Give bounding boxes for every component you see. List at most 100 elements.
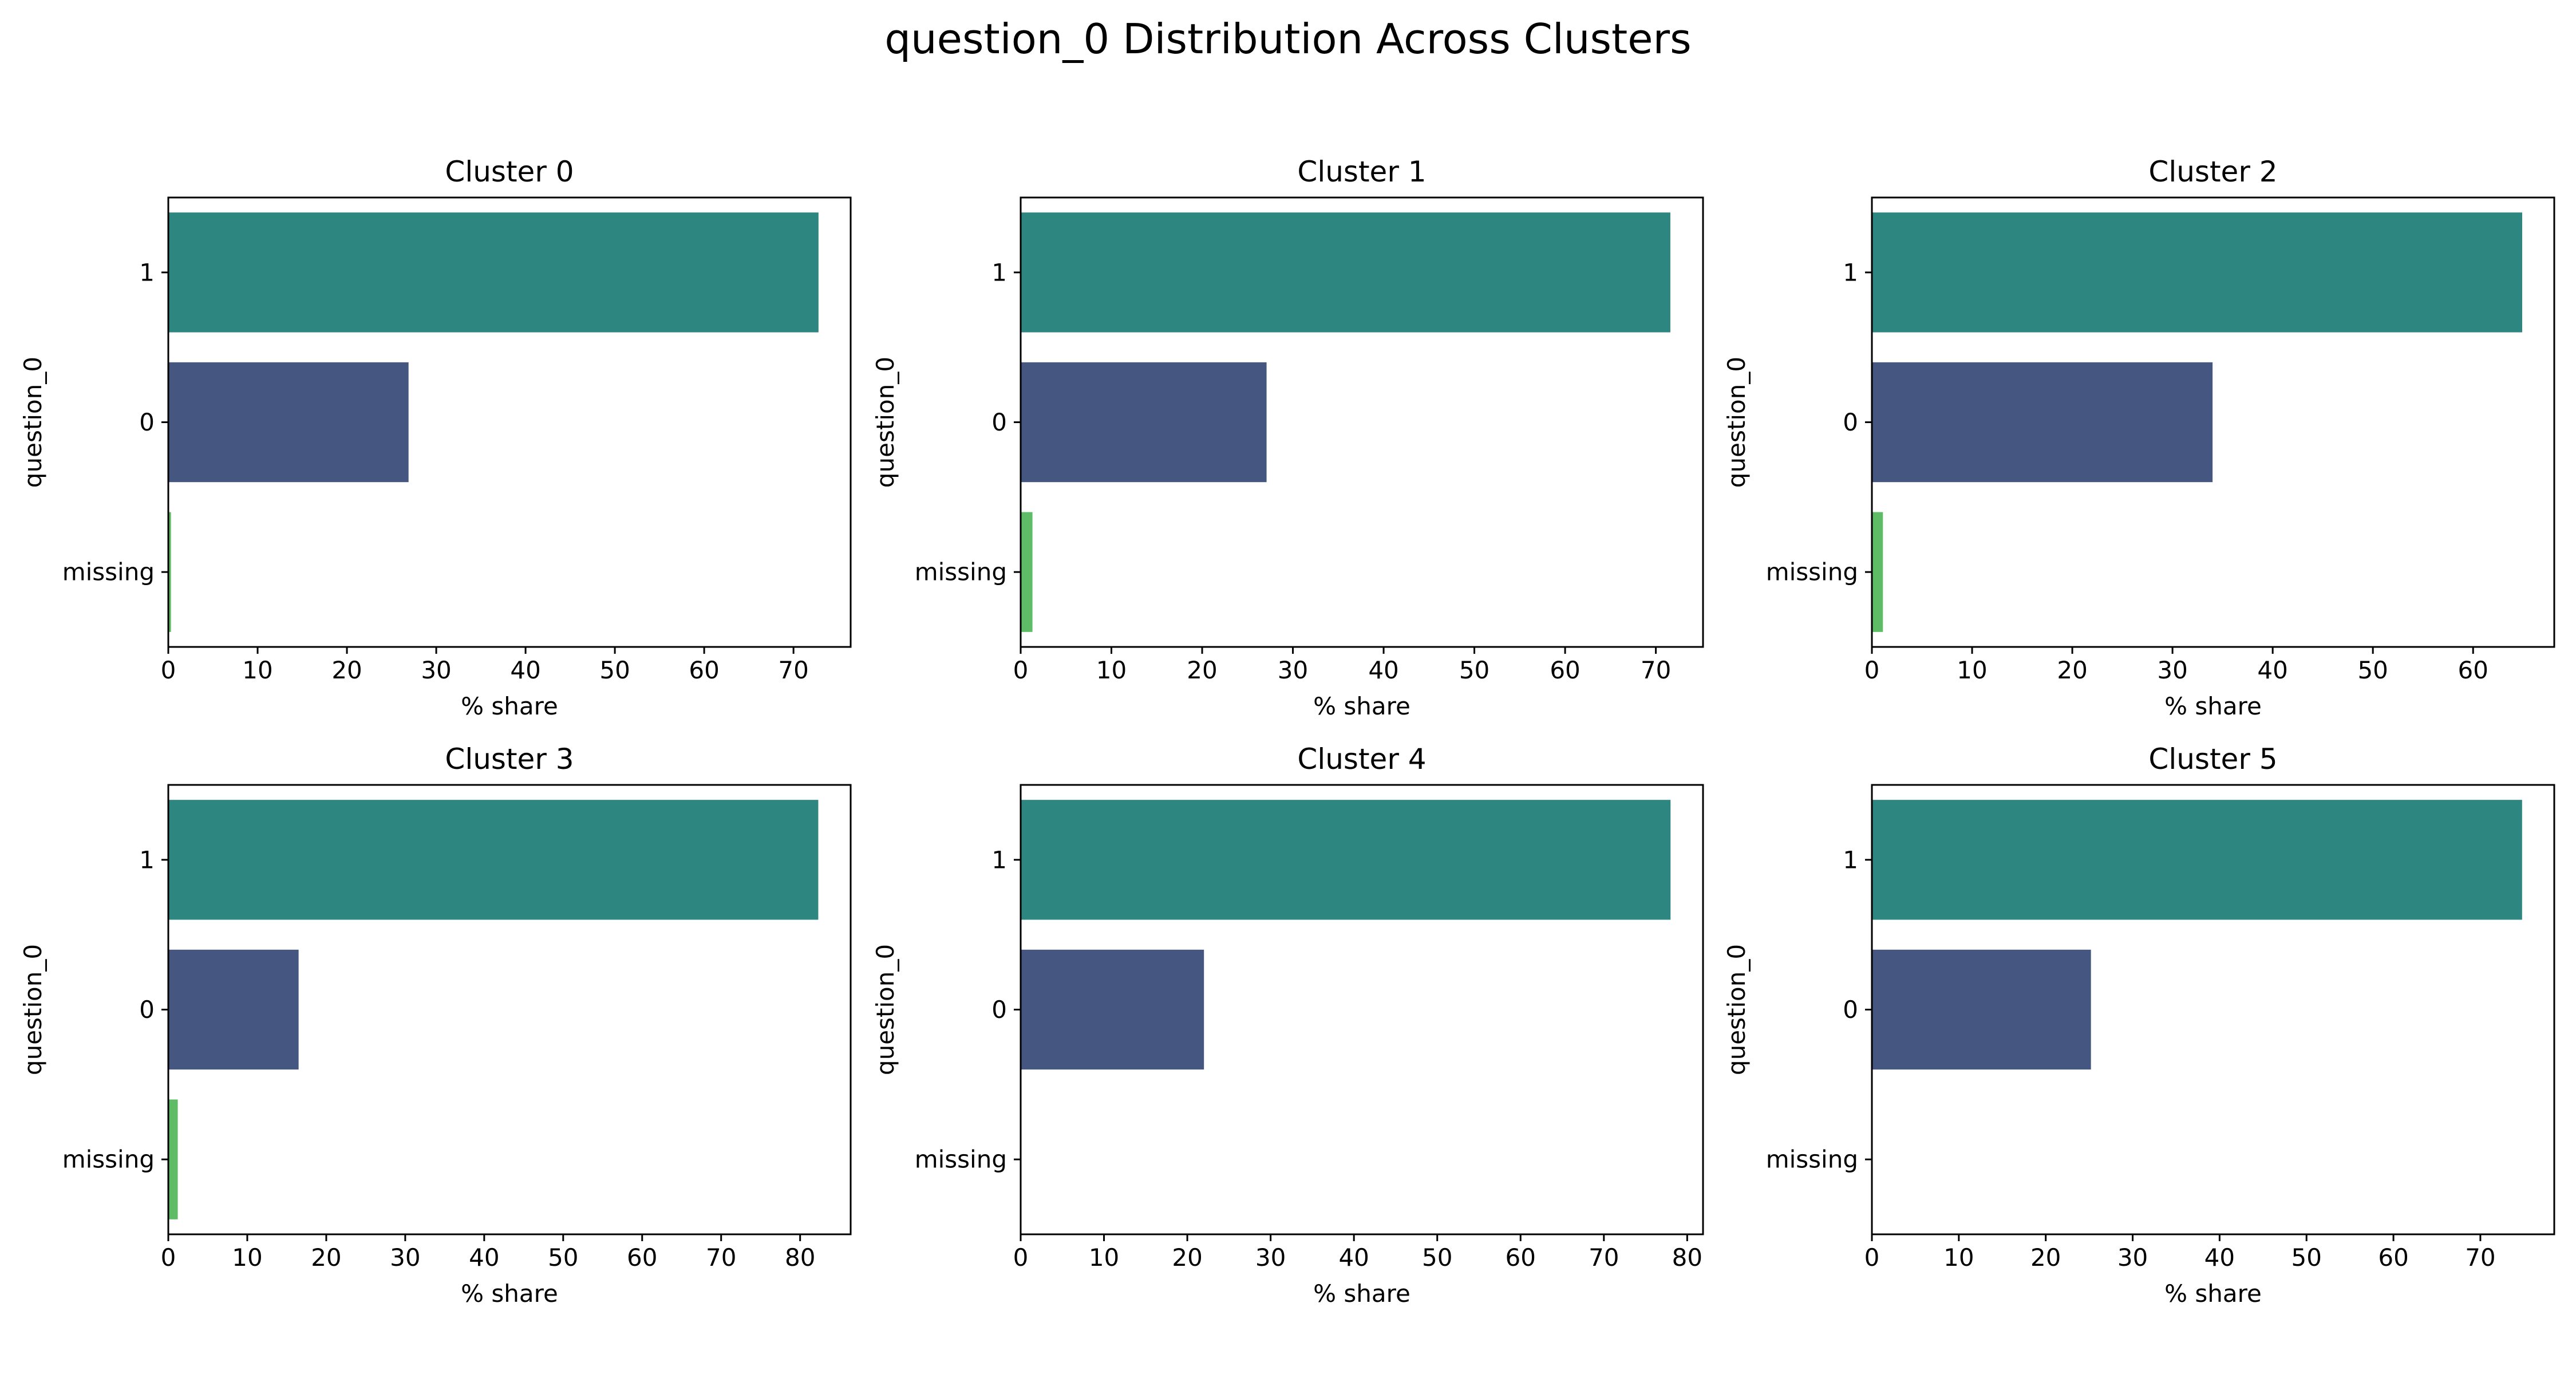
x-tick-label: 10 [1943,1243,1974,1272]
axes-frame [167,196,852,648]
x-tick-label: 50 [548,1243,578,1272]
x-tick-label: 80 [785,1243,815,1272]
x-tick-label: 30 [2157,656,2187,684]
y-axis-label: question_0 [1722,357,1751,488]
x-tick-label: 70 [2465,1243,2495,1272]
x-tick-label: 40 [2204,1243,2235,1272]
x-tick-label: 40 [1368,656,1398,684]
bar-0 [1021,949,1204,1070]
bar-1 [168,212,819,333]
bar-1 [1872,212,2522,333]
x-tick-label: 30 [421,656,451,684]
y-tick-label: 1 [1843,258,1858,286]
y-tick-label: 1 [991,258,1007,286]
x-tick-label: 60 [627,1243,657,1272]
y-axis-label: question_0 [871,357,899,488]
y-axis-label: question_0 [19,944,47,1075]
x-tick-label: 10 [242,656,272,684]
bar-0 [168,362,409,483]
y-tick-label: 0 [1843,408,1858,436]
x-tick-label: 20 [2057,656,2087,684]
axes-frame [1871,196,2555,648]
x-tick-label: 60 [1550,656,1580,684]
figure-title: question_0 Distribution Across Clusters [884,15,1691,63]
x-tick-label: 0 [1013,1243,1029,1272]
x-tick-label: 20 [311,1243,341,1272]
y-tick-label: missing [62,558,155,586]
x-tick-label: 0 [161,1243,176,1272]
x-tick-label: 0 [161,656,176,684]
x-tick-label: 30 [390,1243,420,1272]
subplot-title: Cluster 5 [2148,743,2277,776]
x-tick-label: 0 [1864,1243,1880,1272]
subplot-title: Cluster 3 [445,743,574,776]
y-tick-label: missing [1766,558,1858,586]
x-tick-label: 60 [2458,656,2488,684]
x-tick-label: 30 [2117,1243,2148,1272]
bar-1 [168,800,819,920]
y-axis-label: question_0 [1722,944,1751,1075]
x-tick-label: 40 [469,1243,499,1272]
y-tick-label: 1 [991,846,1007,874]
subplot-title: Cluster 2 [2148,155,2277,188]
x-tick-label: 60 [1506,1243,1536,1272]
x-tick-label: 20 [2030,1243,2061,1272]
axes-frame [1020,196,1704,648]
y-tick-label: missing [915,1146,1007,1174]
x-tick-label: 10 [1089,1243,1119,1272]
x-tick-label: 60 [689,656,719,684]
y-tick-label: missing [1766,1146,1858,1174]
x-tick-label: 20 [331,656,362,684]
x-tick-label: 0 [1864,656,1880,684]
bar-0 [1021,362,1267,483]
bar-missing [168,512,171,632]
y-tick-label: missing [915,558,1007,586]
bar-0 [1872,362,2213,483]
bar-missing [168,1099,178,1219]
bar-missing [1872,512,1883,632]
x-tick-label: 70 [706,1243,736,1272]
x-tick-label: 70 [1589,1243,1619,1272]
y-tick-label: missing [62,1146,155,1174]
y-tick-label: 1 [139,846,155,874]
x-tick-label: 50 [1459,656,1490,684]
bar-0 [168,949,299,1070]
x-tick-label: 40 [1338,1243,1369,1272]
x-axis-label: % share [2164,1280,2262,1308]
x-tick-label: 20 [1172,1243,1202,1272]
x-tick-label: 10 [232,1243,262,1272]
axes-frame [167,784,852,1235]
bar-1 [1872,800,2522,920]
subplot-title: Cluster 0 [445,155,574,188]
x-tick-label: 10 [1096,656,1127,684]
y-axis-label: question_0 [871,944,899,1075]
bar-0 [1872,949,2091,1070]
subplot-title: Cluster 1 [1297,155,1426,188]
x-tick-label: 80 [1672,1243,1702,1272]
x-axis-label: % share [1313,1280,1411,1308]
y-axis-label: question_0 [19,357,47,488]
x-tick-label: 30 [1278,656,1308,684]
bar-1 [1021,212,1670,333]
y-tick-label: 1 [139,258,155,286]
x-tick-label: 50 [599,656,630,684]
x-tick-label: 10 [1957,656,1987,684]
x-tick-label: 50 [1422,1243,1452,1272]
x-tick-label: 40 [510,656,540,684]
x-tick-label: 70 [778,656,808,684]
y-tick-label: 0 [1843,996,1858,1024]
subplot-title: Cluster 4 [1297,743,1426,776]
x-tick-label: 50 [2291,1243,2322,1272]
y-tick-label: 0 [991,408,1007,436]
x-axis-label: % share [461,1280,558,1308]
x-axis-label: % share [461,692,558,720]
